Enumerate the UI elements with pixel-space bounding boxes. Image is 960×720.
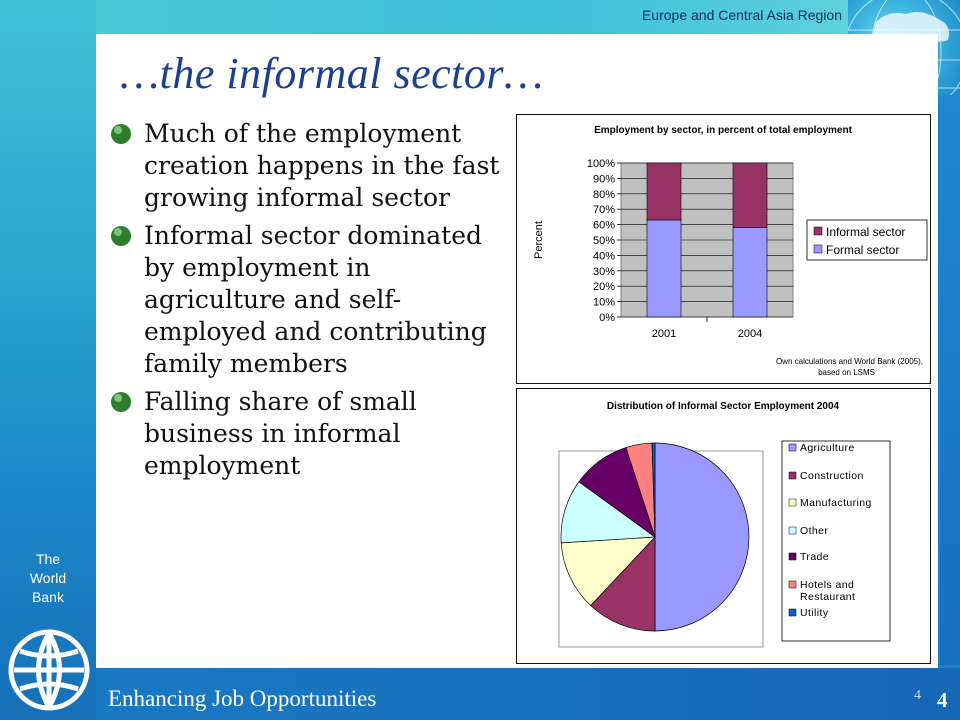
pie-slice — [560, 536, 656, 607]
legend-swatch — [788, 443, 797, 452]
slide-number: 4 — [937, 688, 948, 712]
informal-sector-distribution-chart: Distribution of Informal Sector Employme… — [516, 388, 931, 664]
bullet-sphere-icon — [111, 226, 131, 246]
bar-segment — [646, 219, 682, 318]
y-axis-label: Percent — [533, 221, 545, 259]
organization-name: The World Bank — [0, 550, 96, 607]
legend-label: Informal sector — [826, 225, 905, 239]
y-tick-label: 40% — [593, 250, 615, 262]
sidebar-band — [0, 0, 96, 720]
bullet-item: Falling share of small business in infor… — [106, 386, 501, 482]
legend-label: Agriculture — [800, 442, 855, 454]
legend-swatch — [788, 526, 797, 535]
bullet-list: Much of the employment creation happens … — [106, 118, 501, 488]
legend-label: Trade — [800, 551, 829, 563]
chart-title: Distribution of Informal Sector Employme… — [607, 401, 840, 412]
bullet-sphere-icon — [111, 392, 131, 412]
legend-label: Hotels and — [800, 579, 854, 591]
x-tick-label: 2004 — [738, 328, 762, 340]
header-band — [96, 0, 848, 34]
legend-swatch — [788, 471, 797, 480]
bar-chart-svg: Employment by sector, in percent of tota… — [533, 125, 928, 377]
legend-swatch — [788, 498, 797, 507]
bullet-text: Falling share of small business in infor… — [144, 387, 417, 480]
pie-slice — [590, 536, 656, 632]
y-tick-label: 10% — [593, 297, 615, 309]
organization-name-line: The — [35, 551, 61, 567]
legend-label: Other — [800, 525, 828, 537]
pie-chart-svg: Distribution of Informal Sector Employme… — [558, 401, 891, 648]
legend-swatch — [788, 608, 797, 617]
legend-swatch — [788, 552, 797, 561]
world-bank-logo-icon — [8, 629, 90, 711]
y-tick-label: 0% — [599, 312, 615, 324]
y-tick-label: 20% — [593, 281, 615, 293]
bullet-sphere-icon — [111, 124, 131, 144]
x-tick-label: 2001 — [652, 328, 676, 340]
bullet-item: Much of the employment creation happens … — [106, 118, 501, 214]
region-label: Europe and Central Asia Region — [641, 7, 842, 23]
organization-name-line: World — [29, 570, 67, 586]
bar-segment — [732, 227, 768, 318]
legend-box — [781, 440, 891, 642]
y-tick-label: 100% — [587, 158, 615, 170]
bar-segment — [646, 162, 682, 221]
legend-box — [806, 219, 928, 261]
employment-by-sector-chart: Employment by sector, in percent of tota… — [516, 114, 931, 384]
legend-label: Manufacturing — [800, 497, 872, 509]
legend-label: Construction — [800, 470, 864, 482]
source-note: based on LSMS — [818, 368, 875, 377]
bar-segment — [732, 162, 768, 228]
legend-swatch — [813, 244, 823, 254]
y-tick-label: 30% — [593, 266, 615, 278]
bullet-text: Informal sector dominated by employment … — [144, 221, 487, 378]
organization-name-line: Bank — [32, 589, 64, 605]
pie-slice — [560, 481, 656, 544]
y-tick-label: 80% — [593, 189, 615, 201]
slide-number-small: 4 — [914, 688, 921, 703]
y-tick-label: 70% — [593, 204, 615, 216]
y-tick-label: 60% — [593, 220, 615, 232]
bullet-text: Much of the employment creation happens … — [144, 119, 500, 212]
footer-band — [96, 668, 960, 720]
slide-title: …the informal sector… — [120, 49, 544, 98]
legend-label: Formal sector — [826, 243, 899, 257]
pie-slice — [651, 442, 656, 538]
legend-label: Restaurant — [800, 591, 855, 603]
right-band — [940, 95, 960, 665]
legend-swatch — [813, 226, 823, 236]
bullet-item: Informal sector dominated by employment … — [106, 220, 501, 380]
y-tick-label: 90% — [593, 173, 615, 185]
y-tick-label: 50% — [593, 235, 615, 247]
source-note: Own calculations and World Bank (2005), — [776, 357, 923, 366]
footer-title: Enhancing Job Opportunities — [108, 686, 377, 711]
pie-slice — [654, 442, 750, 632]
legend-label: Utility — [800, 607, 829, 619]
chart-title: Employment by sector, in percent of tota… — [594, 125, 852, 136]
legend-swatch — [788, 580, 797, 589]
